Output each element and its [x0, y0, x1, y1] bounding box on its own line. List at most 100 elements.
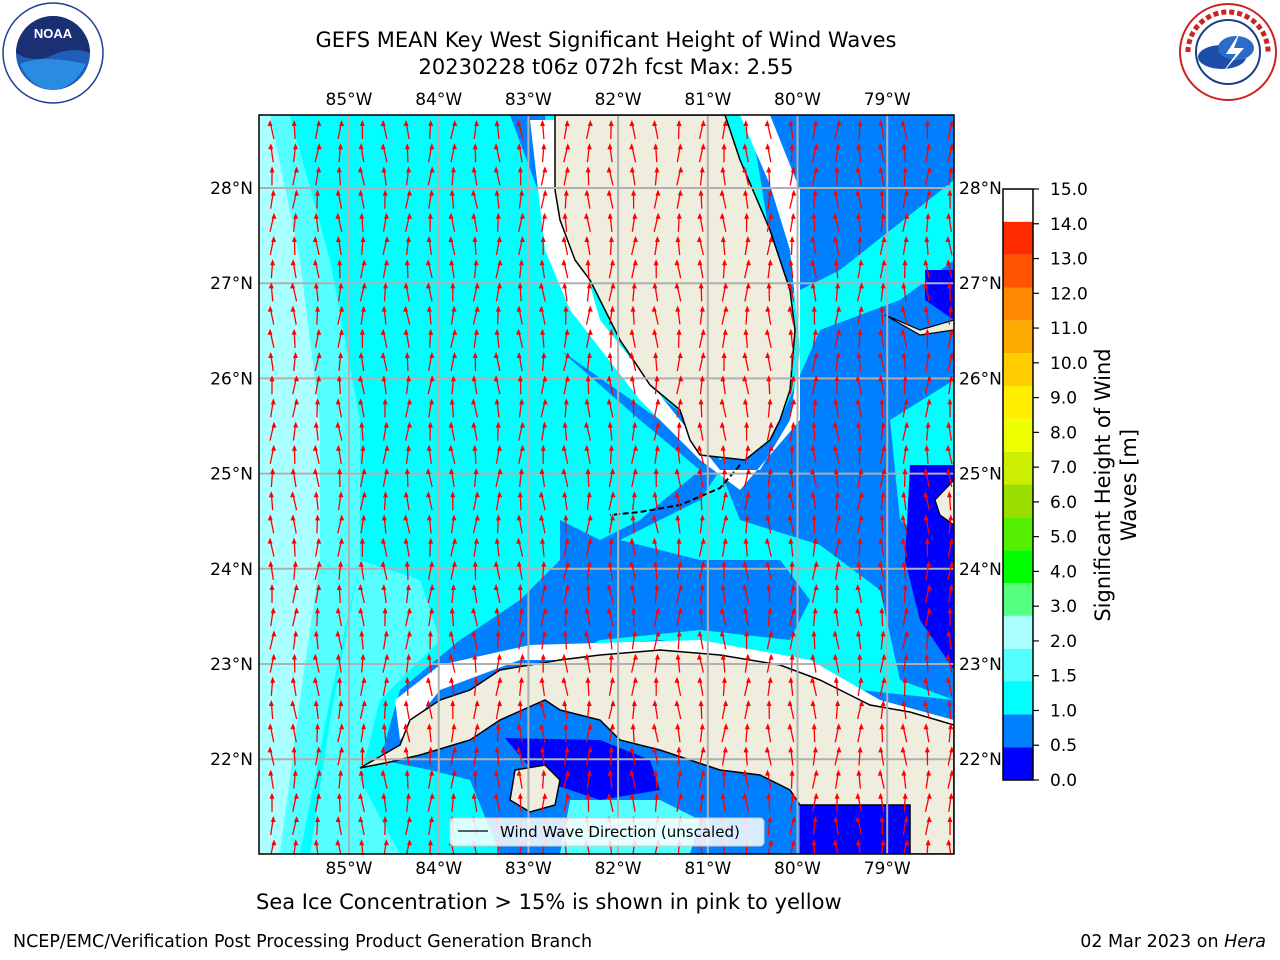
- wind-arrow: [833, 398, 839, 418]
- wind-arrow: [855, 607, 863, 627]
- colorbar-tick-label: 7.0: [1050, 458, 1077, 478]
- wind-arrow: [652, 328, 659, 348]
- wind-arrow: [698, 352, 706, 372]
- colorbar-tick-label: 12.0: [1050, 284, 1088, 304]
- wind-arrow: [925, 212, 931, 232]
- wind-arrow: [812, 746, 818, 766]
- wind-arrow: [879, 444, 887, 464]
- lon-tick-label-bottom: 83°W: [505, 859, 552, 879]
- wind-arrow: [675, 514, 681, 534]
- wind-arrow: [586, 491, 592, 511]
- wind-arrow: [518, 398, 525, 418]
- wind-arrow: [855, 630, 862, 650]
- wind-arrow: [493, 560, 501, 580]
- wind-arrow: [541, 769, 547, 789]
- wind-arrow: [267, 514, 275, 534]
- wind-arrow: [947, 769, 954, 789]
- wind-arrow: [270, 607, 276, 627]
- wind-arrow: [539, 328, 545, 348]
- wind-arrow: [335, 189, 343, 209]
- wind-arrow: [335, 212, 343, 232]
- wind-arrow: [493, 352, 501, 372]
- wind-arrow: [900, 305, 908, 325]
- wind-arrow: [448, 653, 456, 673]
- wind-arrow: [337, 514, 345, 534]
- colorbar-tick-label: 1.0: [1050, 701, 1077, 721]
- sea-ice-caption: Sea Ice Concentration > 15% is shown in …: [256, 890, 842, 914]
- wind-arrow: [653, 398, 661, 418]
- wave-band-darkblue-cuba: [505, 738, 660, 800]
- wind-arrow: [473, 468, 479, 488]
- wind-arrow: [811, 723, 817, 743]
- wind-arrow: [425, 700, 433, 720]
- wind-arrow: [880, 491, 886, 511]
- wind-arrow: [833, 189, 839, 209]
- wind-arrow: [631, 491, 637, 511]
- wind-arrow: [562, 491, 568, 511]
- wind-arrow: [721, 491, 729, 511]
- wind-arrow: [403, 282, 410, 302]
- wind-arrow: [470, 607, 479, 627]
- wind-arrow: [449, 189, 455, 209]
- wind-arrow: [835, 352, 841, 372]
- wind-arrow: [902, 444, 909, 464]
- wind-arrow: [267, 746, 275, 766]
- wind-arrow: [653, 630, 661, 650]
- wind-arrow: [629, 584, 636, 604]
- wind-arrow: [493, 143, 501, 163]
- wind-arrow: [293, 839, 299, 854]
- wind-arrow: [516, 352, 523, 372]
- wind-arrow: [652, 282, 659, 302]
- wind-arrow: [924, 653, 930, 673]
- wind-arrow: [855, 839, 861, 854]
- wind-arrow: [585, 259, 591, 279]
- wind-arrow: [832, 444, 840, 464]
- wind-arrow: [835, 491, 841, 511]
- wind-arrow: [698, 120, 706, 140]
- wind-arrow: [473, 537, 480, 557]
- wind-arrow: [812, 607, 818, 627]
- wind-arrow: [292, 607, 300, 627]
- wind-arrow: [517, 166, 523, 186]
- wind-arrow: [360, 676, 367, 696]
- wind-arrow: [448, 444, 456, 464]
- wind-arrow: [856, 143, 862, 163]
- wind-arrow: [382, 676, 390, 696]
- wind-arrow: [404, 143, 410, 163]
- wind-arrow: [563, 514, 569, 534]
- wind-arrow: [654, 444, 660, 464]
- wind-arrow: [269, 421, 277, 441]
- wind-arrow: [337, 259, 343, 279]
- wind-arrow: [519, 676, 525, 696]
- wind-arrow: [606, 607, 614, 627]
- wind-arrow: [788, 746, 794, 766]
- wind-arrow: [742, 189, 749, 209]
- wind-arrow: [698, 189, 704, 209]
- wind-arrow: [880, 839, 886, 854]
- wind-arrow: [540, 120, 546, 140]
- colorbar-tick-label: 8.0: [1050, 423, 1077, 443]
- wind-arrow: [292, 769, 298, 789]
- wind-arrow: [494, 120, 500, 140]
- wind-arrow: [290, 514, 297, 534]
- wind-arrow: [563, 305, 569, 325]
- wind-arrow: [766, 584, 772, 604]
- wind-arrow: [878, 120, 885, 140]
- wind-arrow: [471, 212, 478, 232]
- wind-arrow: [923, 676, 930, 696]
- wind-arrow: [270, 816, 276, 836]
- wind-arrow: [337, 282, 344, 302]
- wind-arrow: [583, 212, 592, 232]
- wind-arrow: [652, 491, 659, 511]
- wind-arrow: [651, 305, 659, 325]
- wind-arrow: [878, 328, 885, 348]
- wind-arrow: [947, 537, 954, 557]
- wind-arrow: [539, 676, 546, 696]
- wind-arrow: [675, 653, 681, 673]
- wind-arrow: [313, 282, 319, 302]
- wind-arrow: [923, 723, 930, 743]
- wind-arrow: [270, 676, 276, 696]
- wind-arrow: [380, 537, 388, 557]
- wind-arrow: [450, 537, 458, 557]
- wind-arrow: [315, 584, 322, 604]
